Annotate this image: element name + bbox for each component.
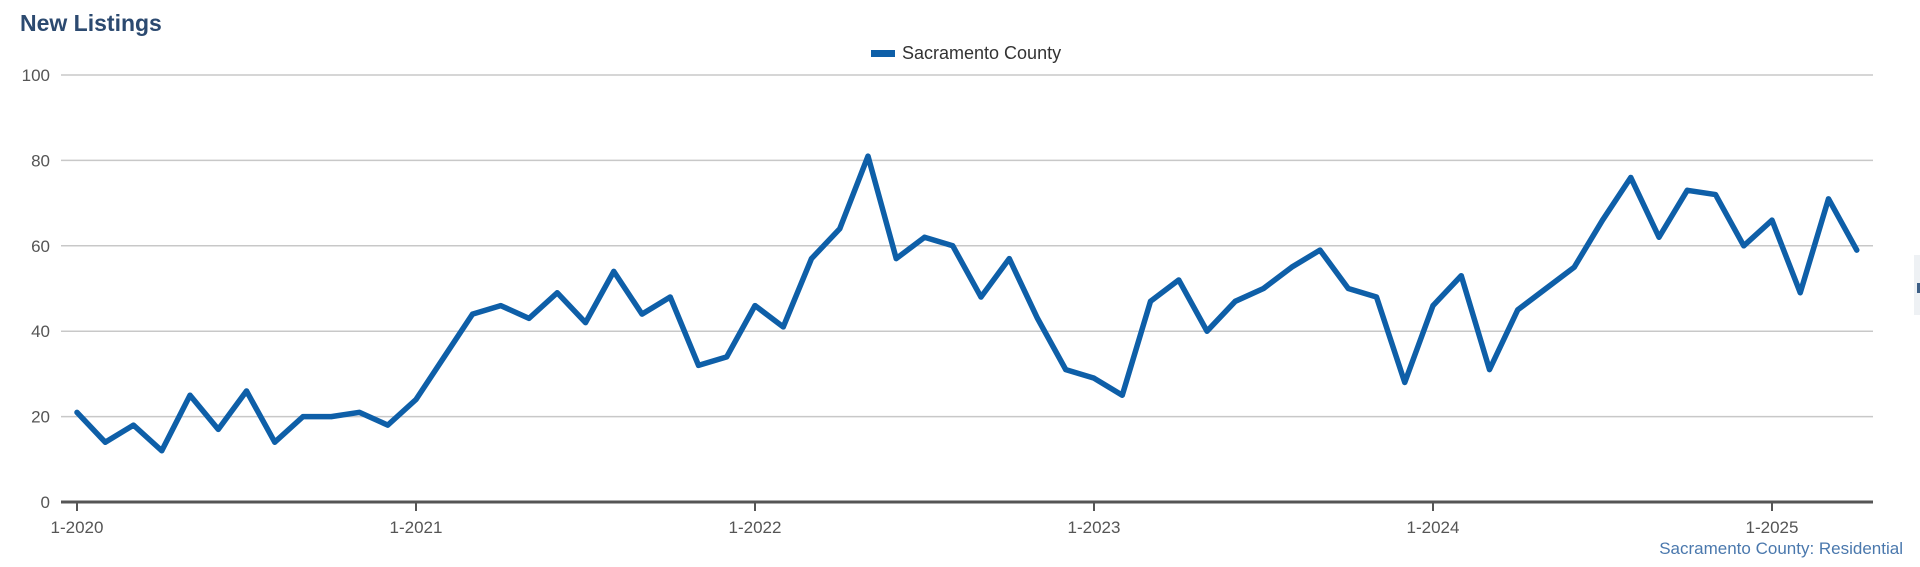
data-point-12-2024[interactable] [1741, 243, 1747, 249]
x-axis-ticks: 1-2020 1-2021 1-2022 1-2023 1-2024 1-2025 [51, 502, 1799, 537]
data-point-1-2022[interactable] [752, 303, 758, 309]
data-point-12-2022[interactable] [1063, 367, 1069, 373]
data-point-8-2022[interactable] [950, 243, 956, 249]
data-point-4-2020[interactable] [159, 448, 165, 454]
data-point-6-2021[interactable] [554, 290, 560, 296]
data-point-1-2025[interactable] [1769, 217, 1775, 223]
data-point-1-2020[interactable] [74, 409, 80, 415]
data-point-2-2023[interactable] [1119, 392, 1125, 398]
data-point-12-2023[interactable] [1402, 379, 1408, 385]
data-point-9-2021[interactable] [639, 311, 645, 317]
data-point-5-2023[interactable] [1204, 328, 1210, 334]
data-point-3-2024[interactable] [1487, 367, 1492, 373]
data-point-2-2021[interactable] [441, 354, 447, 360]
data-point-3-2025[interactable] [1826, 196, 1831, 202]
data-point-6-2024[interactable] [1571, 264, 1577, 270]
gridlines [61, 74, 1873, 418]
series-layer [74, 153, 1860, 454]
x-tick-label-1-2025: 1-2025 [1746, 518, 1799, 537]
data-point-4-2022[interactable] [837, 226, 843, 232]
data-point-10-2022[interactable] [1006, 256, 1012, 262]
data-point-9-2024[interactable] [1656, 234, 1662, 240]
x-tick-label-1-2023: 1-2023 [1068, 518, 1121, 537]
legend-swatch-sacramento-county [871, 50, 895, 57]
data-point-3-2020[interactable] [131, 422, 136, 428]
data-point-2-2022[interactable] [780, 324, 786, 330]
data-point-8-2023[interactable] [1289, 264, 1295, 270]
data-point-7-2023[interactable] [1261, 286, 1266, 291]
data-point-2-2020[interactable] [102, 439, 108, 445]
data-point-4-2021[interactable] [498, 303, 504, 309]
data-point-6-2022[interactable] [893, 256, 899, 262]
data-point-12-2021[interactable] [724, 354, 730, 360]
side-panel-handle-icon [1917, 283, 1920, 293]
legend[interactable]: Sacramento County [871, 43, 1061, 63]
data-point-11-2023[interactable] [1374, 294, 1379, 300]
chart-title: New Listings [20, 10, 162, 36]
data-point-5-2020[interactable] [187, 392, 193, 398]
data-point-10-2023[interactable] [1345, 286, 1351, 291]
chart-credit[interactable]: Sacramento County: Residential [1659, 539, 1903, 558]
data-point-7-2024[interactable] [1600, 217, 1605, 223]
data-point-11-2021[interactable] [696, 362, 701, 368]
data-point-7-2020[interactable] [244, 388, 249, 394]
data-point-8-2024[interactable] [1628, 174, 1634, 180]
data-point-1-2021[interactable] [413, 397, 419, 403]
y-tick-label-60: 60 [31, 237, 50, 256]
data-point-1-2023[interactable] [1091, 375, 1097, 381]
data-point-8-2020[interactable] [272, 439, 278, 445]
y-tick-label-100: 100 [22, 66, 50, 85]
data-point-11-2020[interactable] [357, 409, 362, 415]
data-point-6-2023[interactable] [1232, 298, 1238, 304]
data-point-7-2022[interactable] [922, 234, 927, 240]
data-point-10-2021[interactable] [667, 294, 673, 300]
data-point-11-2024[interactable] [1713, 192, 1718, 198]
y-axis-tick-labels: 0 20 40 60 80 100 [22, 66, 50, 512]
data-point-2-2024[interactable] [1458, 273, 1464, 279]
x-tick-label-1-2020: 1-2020 [51, 518, 104, 537]
data-point-3-2022[interactable] [809, 256, 814, 262]
data-point-4-2023[interactable] [1176, 277, 1182, 283]
data-point-5-2024[interactable] [1543, 286, 1549, 291]
y-tick-label-80: 80 [31, 151, 50, 170]
legend-label-sacramento-county: Sacramento County [902, 43, 1061, 63]
y-tick-label-0: 0 [41, 493, 50, 512]
data-point-3-2021[interactable] [470, 311, 475, 317]
data-point-6-2020[interactable] [215, 426, 221, 432]
data-point-10-2020[interactable] [328, 414, 334, 420]
x-tick-label-1-2022: 1-2022 [729, 518, 782, 537]
x-tick-label-1-2024: 1-2024 [1407, 518, 1460, 537]
data-point-9-2020[interactable] [300, 414, 306, 420]
data-point-12-2020[interactable] [385, 422, 391, 428]
data-point-10-2024[interactable] [1684, 187, 1690, 193]
data-point-4-2025[interactable] [1854, 247, 1860, 253]
x-tick-label-1-2021: 1-2021 [390, 518, 443, 537]
data-point-7-2021[interactable] [583, 320, 588, 326]
data-point-9-2022[interactable] [978, 294, 984, 300]
y-tick-label-40: 40 [31, 322, 50, 341]
data-point-3-2023[interactable] [1148, 298, 1153, 304]
data-point-9-2023[interactable] [1317, 247, 1323, 253]
data-point-4-2024[interactable] [1515, 307, 1521, 313]
y-tick-label-20: 20 [31, 408, 50, 427]
data-point-5-2021[interactable] [526, 315, 532, 321]
data-point-5-2022[interactable] [865, 153, 871, 159]
data-point-8-2021[interactable] [611, 268, 617, 274]
data-point-11-2022[interactable] [1035, 315, 1040, 321]
data-point-2-2025[interactable] [1797, 290, 1803, 296]
series-line-0[interactable] [74, 153, 1860, 454]
data-point-1-2024[interactable] [1430, 303, 1436, 309]
